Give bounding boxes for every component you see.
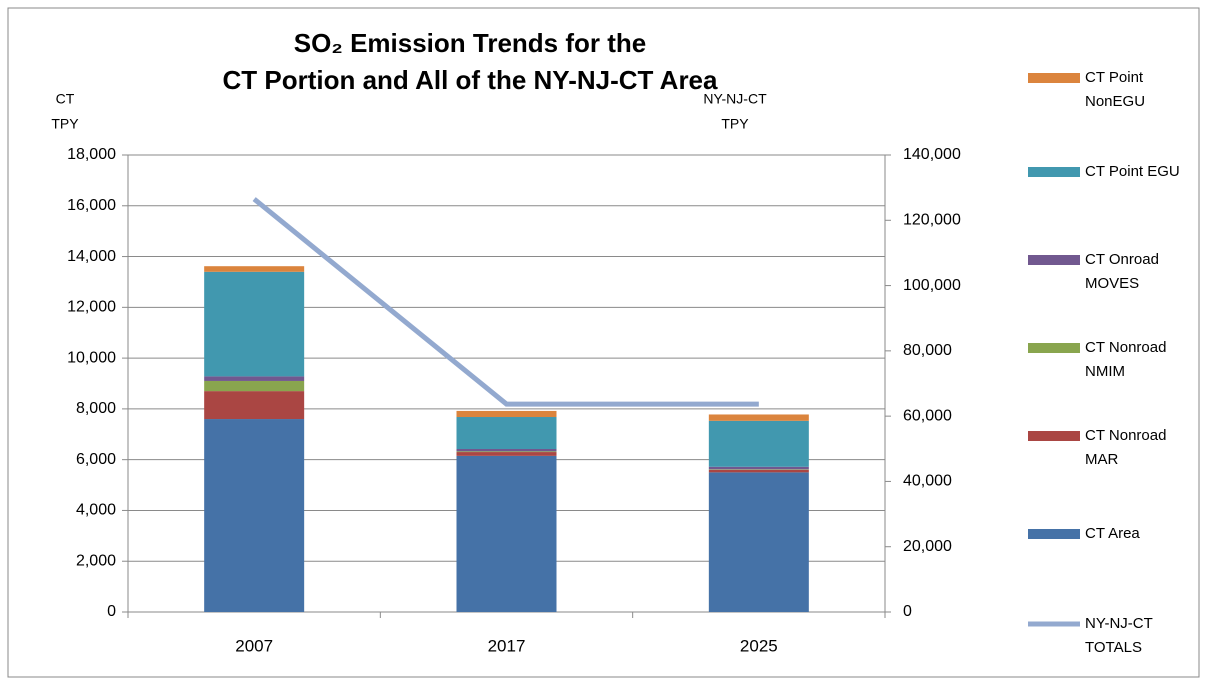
bar-segment (708, 472, 809, 612)
bar-segment (456, 417, 557, 450)
y2-tick-label: 140,000 (903, 146, 961, 163)
bar-segment (708, 469, 809, 473)
chart-title: CT Portion and All of the NY-NJ-CT Area (223, 65, 719, 95)
legend-marker (1028, 343, 1080, 353)
chart-title: SO₂ Emission Trends for the (294, 28, 647, 58)
y-tick-label: 4,000 (76, 502, 116, 519)
bar-segment (204, 266, 305, 272)
y2-tick-label: 100,000 (903, 277, 961, 294)
legend-marker (1028, 255, 1080, 265)
bar-segment (456, 455, 557, 612)
y-tick-label: 2,000 (76, 552, 116, 569)
legend-label: CT Nonroad MAR (1085, 427, 1167, 468)
legend-marker (1028, 73, 1080, 83)
y-tick-label: 6,000 (76, 451, 116, 468)
legend-marker (1028, 431, 1080, 441)
legend-label: CT Nonroad NMIM (1085, 339, 1167, 380)
bar-segment (708, 420, 809, 467)
bar-segment (456, 449, 557, 452)
legend-label: CT Point NonEGU (1085, 69, 1146, 110)
y-tick-label: 12,000 (67, 299, 116, 316)
x-tick-label: 2007 (235, 636, 273, 655)
line-series (252, 197, 759, 407)
y2-tick-label: 0 (903, 603, 912, 620)
bar-segment (708, 469, 809, 470)
y-axis-label: CT (56, 91, 75, 107)
y2-tick-label: 20,000 (903, 538, 952, 555)
y-tick-label: 0 (107, 603, 116, 620)
bar-segment (204, 380, 305, 392)
legend-marker (1028, 167, 1080, 177)
y2-axis-label: NY-NJ-CT (703, 91, 767, 107)
bar-segment (204, 391, 305, 420)
legend-label: CT Onroad MOVES (1085, 251, 1159, 292)
legend-marker (1028, 529, 1080, 539)
y2-tick-label: 40,000 (903, 473, 952, 490)
legend-label: NY-NJ-CT TOTALS (1085, 615, 1153, 656)
bar-segment (708, 414, 809, 421)
bar-segment (708, 466, 809, 470)
bar-segment (204, 376, 305, 381)
y-tick-label: 16,000 (67, 197, 116, 214)
y-axis-label: TPY (51, 116, 79, 132)
chart-frame (7, 7, 1200, 678)
legend-label: CT Point EGU (1085, 163, 1180, 180)
bar-segment (456, 451, 557, 453)
y-tick-label: 14,000 (67, 248, 116, 265)
bar-segment (456, 410, 557, 418)
y2-tick-label: 120,000 (903, 212, 961, 229)
legend-label: CT Area (1085, 525, 1140, 542)
y-tick-label: 10,000 (67, 349, 116, 366)
x-tick-label: 2017 (488, 636, 526, 655)
bar-segment (204, 271, 305, 377)
y-tick-label: 8,000 (76, 400, 116, 417)
y-tick-label: 18,000 (67, 146, 116, 163)
y2-axis-label: TPY (721, 116, 749, 132)
bar-segment (456, 452, 557, 456)
y2-tick-label: 80,000 (903, 342, 952, 359)
x-tick-label: 2025 (740, 636, 778, 655)
y2-tick-label: 60,000 (903, 407, 952, 424)
bar-segment (204, 419, 305, 612)
